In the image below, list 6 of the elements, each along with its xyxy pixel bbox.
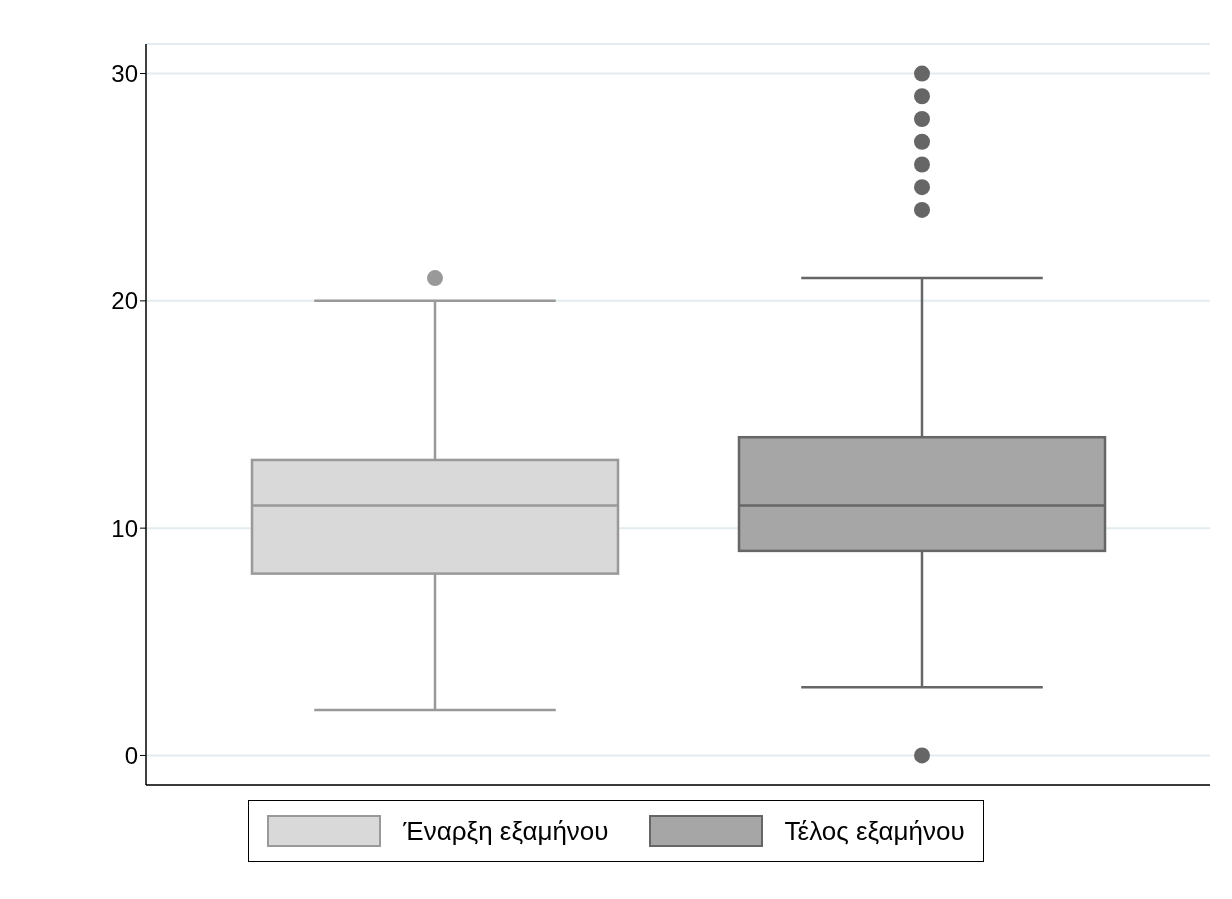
y-tick-label: 10 — [111, 514, 138, 542]
legend-label: Έναρξη εξαμήνου — [403, 815, 609, 847]
y-tick-label: 30 — [111, 60, 138, 88]
y-tick-label: 20 — [111, 287, 138, 315]
legend-label: Τέλος εξαμήνου — [784, 815, 965, 847]
y-tick-label: 0 — [124, 741, 138, 769]
